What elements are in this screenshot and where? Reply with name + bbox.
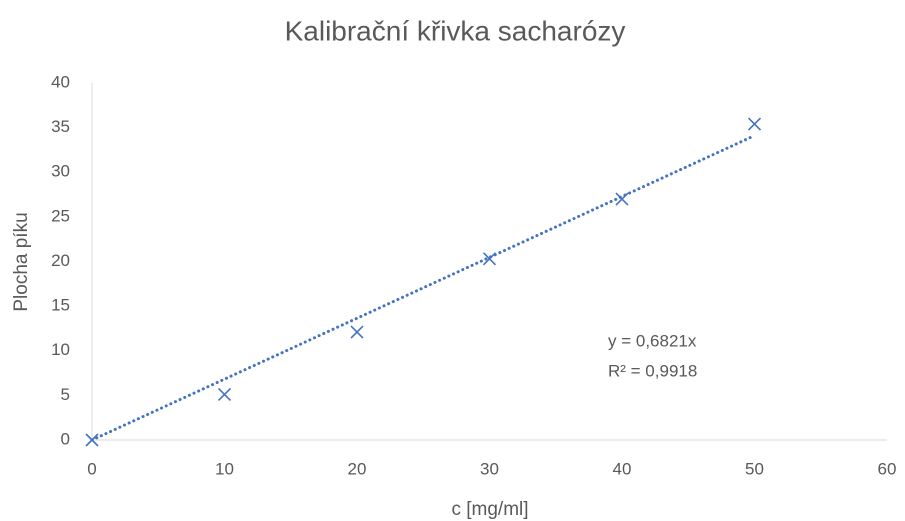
annotation: y = 0,6821x — [608, 331, 697, 350]
trendline — [90, 134, 756, 442]
marker — [747, 117, 762, 131]
y-axis-title: Plocha píku — [11, 212, 32, 311]
y-tick-label: 20 — [51, 251, 70, 270]
y-tick-label: 35 — [51, 117, 70, 136]
y-tick-label: 40 — [51, 72, 70, 91]
marker — [217, 387, 232, 402]
x-tick-label: 10 — [215, 459, 234, 478]
x-tick-label: 60 — [878, 459, 897, 478]
marker — [85, 433, 99, 447]
marker — [350, 325, 364, 339]
marker — [615, 192, 629, 206]
marker — [482, 252, 497, 266]
chart-title: Kalibrační křivka sacharózy — [285, 15, 626, 46]
x-tick-label: 0 — [87, 459, 96, 478]
y-tick-label: 30 — [51, 162, 70, 181]
x-tick-label: 50 — [745, 459, 764, 478]
x-axis-title: c [mg/ml] — [451, 499, 528, 520]
y-tick-label: 5 — [61, 385, 70, 404]
x-tick-label: 40 — [613, 459, 632, 478]
y-tick-label: 10 — [51, 340, 70, 359]
x-tick-label: 30 — [480, 459, 499, 478]
x-tick-label: 20 — [348, 459, 367, 478]
y-tick-label: 0 — [61, 429, 70, 448]
y-tick-label: 25 — [51, 206, 70, 225]
y-tick-label: 15 — [51, 296, 70, 315]
annotation: R² = 0,9918 — [608, 361, 697, 380]
